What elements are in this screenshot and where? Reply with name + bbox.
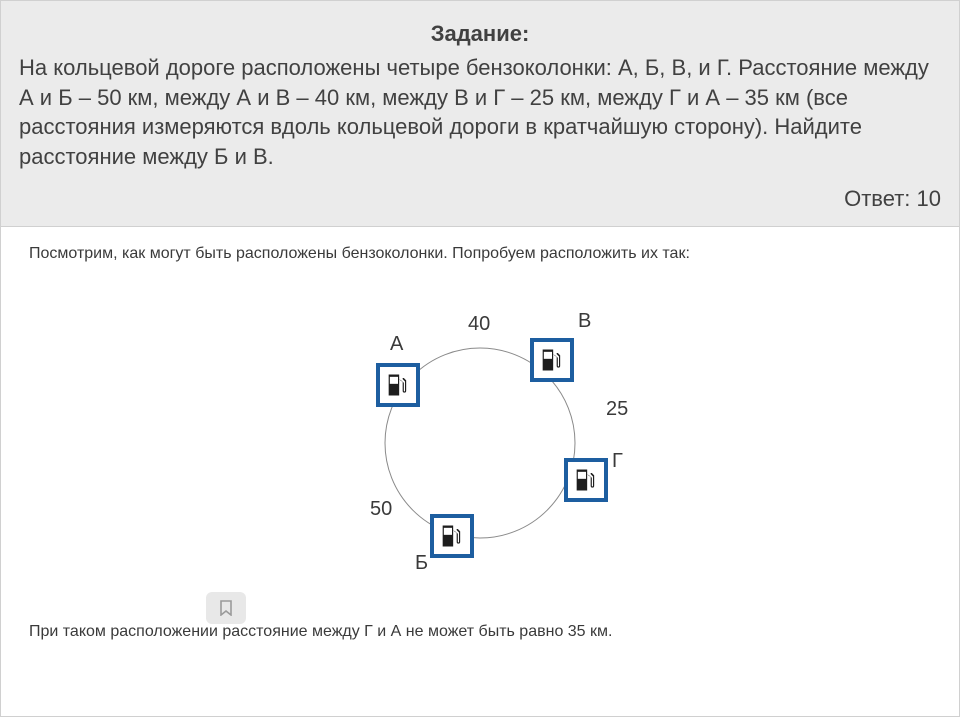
gas-pump-icon: [572, 466, 600, 494]
task-body: На кольцевой дороге расположены четыре б…: [19, 53, 941, 172]
dist-v-g: 25: [606, 398, 628, 421]
dist-a-v: 40: [468, 313, 490, 336]
bookmark-button[interactable]: [206, 592, 246, 624]
station-a: [376, 363, 420, 407]
solution-intro: Посмотрим, как могут быть расположены бе…: [29, 245, 931, 263]
task-answer: Ответ: 10: [19, 186, 941, 212]
solution-panel: Посмотрим, как могут быть расположены бе…: [0, 227, 960, 717]
station-g: [564, 458, 608, 502]
gas-pump-icon: [538, 346, 566, 374]
label-b: Б: [415, 552, 428, 575]
label-a: А: [390, 333, 403, 356]
dist-a-b: 50: [370, 498, 392, 521]
ring-circle-svg: [280, 308, 680, 568]
station-v: [530, 338, 574, 382]
label-g: Г: [612, 450, 623, 473]
ring-diagram: А В Г Б 40 25 50: [280, 308, 680, 568]
gas-pump-icon: [438, 522, 466, 550]
task-title: Задание:: [19, 21, 941, 47]
task-panel: Задание: На кольцевой дороге расположены…: [0, 0, 960, 227]
label-v: В: [578, 310, 591, 333]
bookmark-icon: [219, 600, 233, 616]
station-b: [430, 514, 474, 558]
gas-pump-icon: [384, 371, 412, 399]
solution-conclusion: При таком расположении расстояние между …: [29, 623, 931, 641]
